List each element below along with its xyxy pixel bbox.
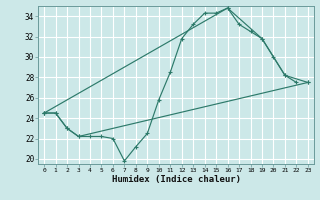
X-axis label: Humidex (Indice chaleur): Humidex (Indice chaleur) <box>111 175 241 184</box>
